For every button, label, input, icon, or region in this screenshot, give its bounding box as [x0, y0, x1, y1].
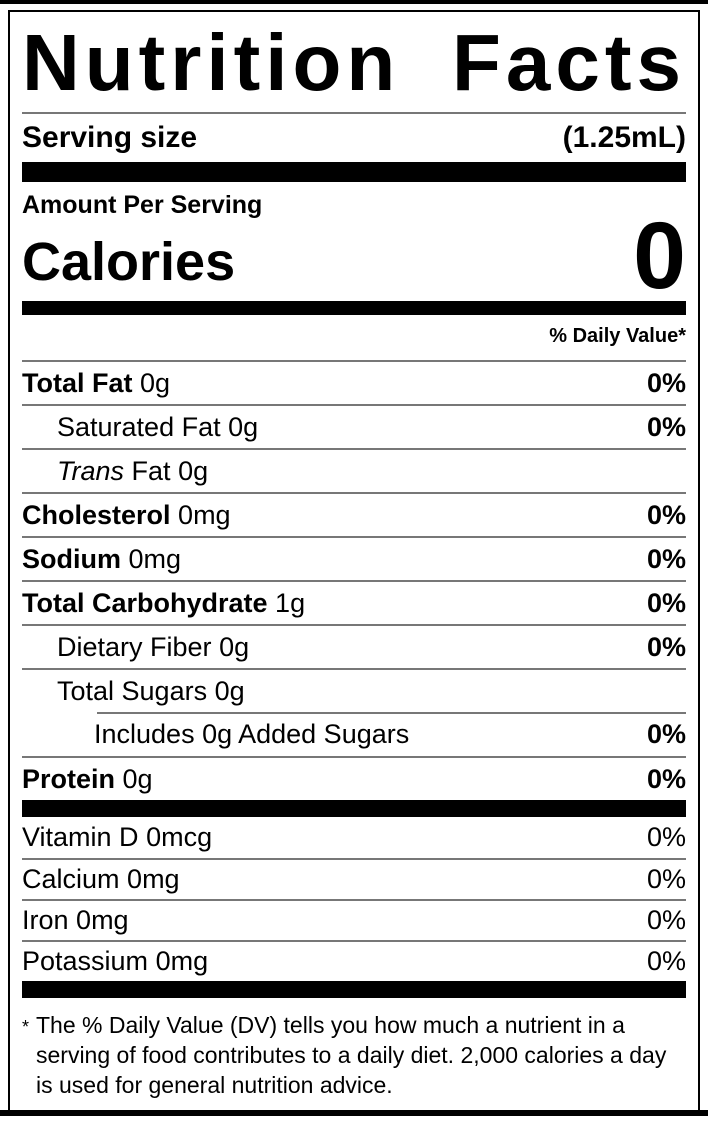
- thick-rule-calories: [22, 301, 686, 316]
- thick-rule-serving: [22, 162, 686, 183]
- micronutrient-daily-value: 0%: [646, 905, 686, 936]
- nutrient-daily-value: 0%: [646, 718, 686, 749]
- calories-value: 0: [633, 203, 686, 310]
- nutrient-row-cholesterol: Cholesterol 0mg 0%: [22, 492, 686, 536]
- serving-size-row: Serving size (1.25mL): [22, 114, 686, 162]
- micronutrient-name-amount: Potassium 0mg: [22, 946, 209, 977]
- nutrient-name-amount: Cholesterol 0mg: [22, 499, 231, 530]
- micronutrient-row-calcium: Calcium 0mg 0%: [22, 858, 686, 899]
- nutrient-name-amount: Includes 0g Added Sugars: [94, 718, 410, 749]
- daily-value-footnote: * The % Daily Value (DV) tells you how m…: [22, 998, 686, 1110]
- nutrient-row-dietary-fiber: Dietary Fiber 0g 0%: [22, 624, 686, 668]
- micronutrient-daily-value: 0%: [646, 946, 686, 977]
- nutrient-row-protein: Protein 0g 0%: [22, 756, 686, 800]
- nutrient-daily-value: 0%: [646, 543, 686, 574]
- label-title: Nutrition Facts: [22, 18, 686, 107]
- nutrient-row-total-fat: Total Fat 0g 0%: [22, 360, 686, 404]
- micronutrient-row-potassium: Potassium 0mg 0%: [22, 940, 686, 981]
- micronutrient-name-amount: Vitamin D 0mcg: [22, 822, 213, 853]
- nutrient-name-amount: Total Carbohydrate 1g: [22, 587, 306, 618]
- nutrient-row-sodium: Sodium 0mg 0%: [22, 536, 686, 580]
- serving-size-value: (1.25mL): [562, 121, 686, 155]
- micronutrient-daily-value: 0%: [646, 864, 686, 895]
- title-divider: [22, 112, 686, 115]
- nutrient-row-trans-fat: Trans Fat 0g: [22, 448, 686, 492]
- nutrient-name-amount: Trans Fat 0g: [57, 455, 209, 486]
- nutrient-row-total-sugars: Total Sugars 0g: [22, 668, 686, 712]
- nutrient-name-amount: Dietary Fiber 0g: [57, 631, 250, 662]
- nutrient-row-saturated-fat: Saturated Fat 0g 0%: [22, 404, 686, 448]
- amount-per-serving-label: Amount Per Serving: [22, 191, 263, 220]
- nutrition-facts-label: Nutrition Facts Serving size (1.25mL) Am…: [8, 10, 700, 1111]
- footnote-asterisk: *: [22, 1017, 30, 1038]
- nutrient-row-added-sugars: Includes 0g Added Sugars 0%: [22, 712, 686, 756]
- nutrient-daily-value: 0%: [646, 367, 686, 398]
- nutrient-name-amount: Total Sugars 0g: [57, 675, 245, 706]
- nutrient-daily-value: 0%: [646, 631, 686, 662]
- nutrient-daily-value: 0%: [646, 763, 686, 794]
- outer-bottom-rule: [0, 1110, 708, 1117]
- calories-label: Calories: [22, 232, 236, 293]
- outer-top-rule: [0, 0, 708, 4]
- thick-rule-micronutrients: [22, 981, 686, 999]
- nutrient-name-amount: Saturated Fat 0g: [57, 411, 259, 442]
- micronutrient-name-amount: Iron 0mg: [22, 905, 129, 936]
- daily-value-header: % Daily Value*: [549, 325, 686, 348]
- nutrient-row-total-carbohydrate: Total Carbohydrate 1g 0%: [22, 580, 686, 624]
- nutrient-name-amount: Sodium 0mg: [22, 543, 182, 574]
- thick-rule-protein: [22, 800, 686, 818]
- nutrient-daily-value: 0%: [646, 587, 686, 618]
- micronutrient-row-vitamin-d: Vitamin D 0mcg 0%: [22, 817, 686, 858]
- footnote-text: The % Daily Value (DV) tells you how muc…: [36, 1012, 667, 1099]
- micronutrient-daily-value: 0%: [646, 822, 686, 853]
- nutrient-name-amount: Protein 0g: [22, 763, 153, 794]
- micronutrient-name-amount: Calcium 0mg: [22, 864, 180, 895]
- serving-size-label: Serving size: [22, 121, 198, 155]
- nutrient-daily-value: 0%: [646, 499, 686, 530]
- micronutrient-row-iron: Iron 0mg 0%: [22, 899, 686, 940]
- calories-row: Calories 0: [22, 203, 686, 310]
- nutrient-daily-value: 0%: [646, 411, 686, 442]
- nutrient-name-amount: Total Fat 0g: [22, 367, 171, 398]
